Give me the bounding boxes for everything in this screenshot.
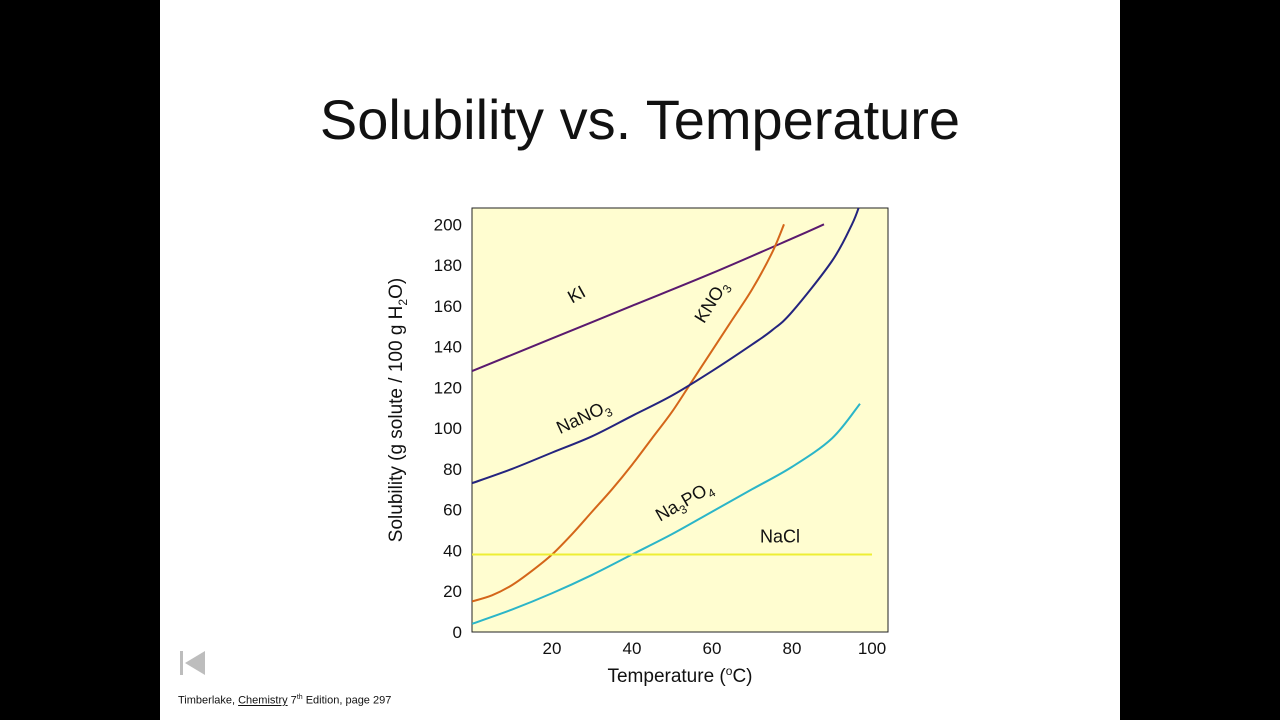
y-tick-label: 80 [443, 460, 462, 479]
y-axis-label: Solubility (g solute / 100 g H2O) [386, 278, 410, 542]
series-line-kno3 [472, 223, 785, 603]
y-tick-label: 160 [434, 297, 462, 316]
citation-edition-number: 7 [287, 694, 297, 707]
x-tick-label: 80 [783, 639, 802, 658]
slide-title: Solubility vs. Temperature [319, 88, 961, 151]
citation-author: Timberlake, [178, 694, 239, 707]
y-tick-label: 120 [434, 378, 462, 397]
citation-rest: Edition, page 297 [302, 694, 392, 707]
slide: Solubility vs. Temperature 0 20 40 60 80 100 1… [160, 0, 1120, 720]
y-tick-label: 180 [434, 256, 462, 275]
citation-edition-sup: th [296, 694, 303, 701]
x-axis-label: Temperature (oC) [607, 664, 752, 687]
x-tick-label: 60 [703, 639, 722, 658]
y-tick-label: 140 [434, 338, 462, 357]
x-tick-label: 40 [623, 639, 642, 658]
x-axis-label-post: C) [732, 666, 752, 687]
y-axis-label-sub: 2 [396, 299, 410, 306]
y-tick-label: 40 [443, 541, 462, 560]
y-tick-label: 20 [443, 582, 462, 601]
x-tick-label: 20 [543, 639, 562, 658]
x-tick-label: 100 [858, 639, 886, 658]
y-axis-label-post: O) [386, 278, 407, 299]
series-line-ki [472, 223, 825, 373]
solubility-chart: 0 20 40 60 80 100 120 140 160 180 200 20 40 60 80 100 T… [386, 207, 889, 687]
y-tick-label: 100 [434, 419, 462, 438]
y-axis-label-pre: Solubility (g solute / 100 g H [386, 306, 407, 543]
y-tick-label: 200 [434, 215, 462, 234]
citation-book: Chemistry [238, 694, 288, 707]
y-tick-label: 0 [453, 623, 462, 642]
skip-back-icon[interactable] [178, 648, 208, 678]
series-label-main: NaCl [760, 526, 800, 546]
y-tick-label: 60 [443, 501, 462, 520]
series-line-na3po4 [472, 403, 861, 625]
tick-layer: 0 20 40 60 80 100 120 140 160 180 200 20 40 60 80 100 [434, 215, 887, 658]
series-label-nacl: NaCl [760, 526, 800, 546]
series-layer [472, 208, 872, 625]
citation: Timberlake, Chemistry 7th Edition, page … [178, 694, 391, 707]
x-axis-label-sup: o [726, 664, 733, 678]
x-axis-label-pre: Temperature ( [607, 666, 726, 687]
series-line-nano3 [472, 208, 860, 485]
